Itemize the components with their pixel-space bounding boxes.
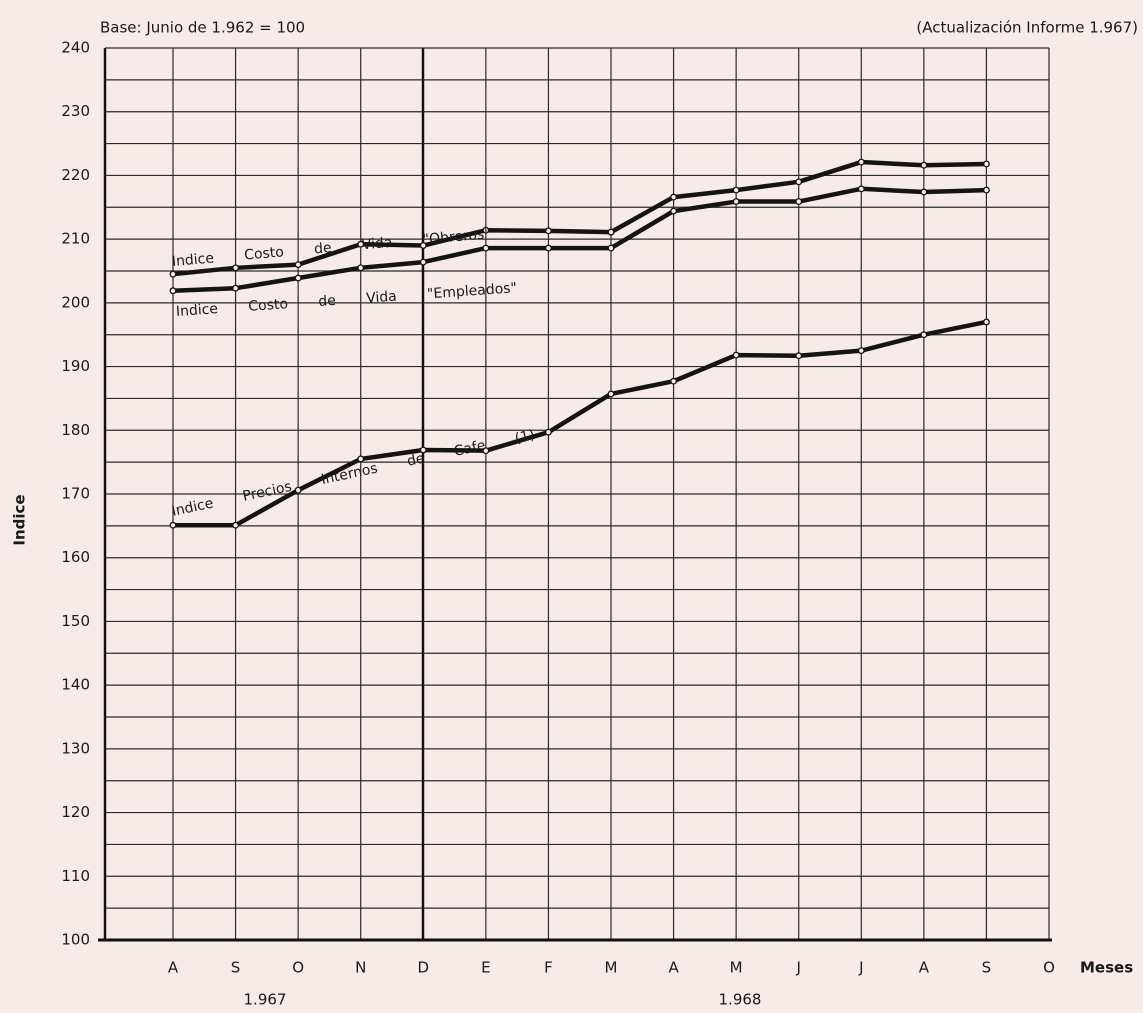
- series-line: [172, 159, 987, 277]
- data-point: [482, 447, 490, 455]
- x-tick-label: O: [292, 959, 304, 977]
- x-tick-label: J: [795, 959, 800, 977]
- y-tick-label: 230: [61, 102, 90, 120]
- data-point: [920, 161, 928, 169]
- data-point: [419, 242, 427, 249]
- y-tick-label: 140: [61, 676, 90, 694]
- x-tick-label: S: [231, 959, 241, 977]
- series-annotation: Indice Costo de Vida "Obreros": [171, 226, 491, 270]
- x-tick-label: A: [668, 959, 679, 977]
- data-point: [982, 318, 990, 326]
- data-point: [857, 185, 865, 193]
- x-tick-label: D: [418, 959, 430, 977]
- data-point: [732, 186, 740, 194]
- data-point: [795, 198, 803, 206]
- y-tick-label: 160: [61, 548, 90, 566]
- y-tick-label: 120: [61, 803, 90, 821]
- data-point: [982, 160, 990, 168]
- data-point: [169, 270, 177, 278]
- y-tick-label: 170: [61, 485, 90, 503]
- data-point: [670, 207, 678, 215]
- y-tick-label: 130: [61, 739, 90, 757]
- data-point: [982, 186, 990, 194]
- data-point: [232, 284, 240, 292]
- data-point: [920, 188, 928, 196]
- series-annotation: Indice Costo de Vida "Empleados": [175, 280, 517, 320]
- data-point: [544, 244, 552, 252]
- data-point: [920, 331, 928, 339]
- data-point: [607, 390, 615, 398]
- x-tick-label: O: [1043, 959, 1055, 977]
- data-point: [357, 264, 365, 272]
- data-point: [732, 351, 740, 359]
- x-tick-label: M: [605, 959, 618, 977]
- data-point: [795, 178, 803, 186]
- chart-title: Base: Junio de 1.962 = 100: [100, 19, 305, 37]
- data-point: [232, 521, 240, 529]
- series-line: [172, 186, 987, 293]
- data-point: [357, 455, 365, 463]
- y-tick-label: 220: [61, 166, 90, 184]
- y-tick-label: 180: [61, 421, 90, 439]
- data-point: [607, 228, 615, 236]
- x-tick-label: M: [730, 959, 743, 977]
- data-point: [294, 261, 302, 269]
- y-tick-label: 190: [61, 357, 90, 375]
- x-tick-label: A: [168, 959, 179, 977]
- data-point: [857, 158, 865, 166]
- data-point: [544, 428, 552, 436]
- x-tick-label: F: [544, 959, 553, 977]
- data-point: [607, 244, 615, 252]
- year-label: 1.968: [719, 991, 762, 1009]
- x-tick-label: E: [481, 959, 490, 977]
- data-point: [419, 258, 427, 266]
- x-tick-label: N: [355, 959, 366, 977]
- data-point: [419, 446, 427, 454]
- data-point: [294, 274, 302, 282]
- y-tick-label: 240: [61, 39, 90, 57]
- data-point: [482, 226, 490, 234]
- year-label: 1.967: [244, 991, 287, 1009]
- y-axis-label: Indice: [11, 494, 29, 545]
- x-tick-label: J: [858, 959, 863, 977]
- series-annotation: Indice Precios Internos de Cafe (1): [170, 427, 536, 520]
- x-axis-label: Meses: [1080, 959, 1133, 977]
- y-tick-label: 100: [61, 931, 90, 949]
- data-point: [232, 264, 240, 272]
- data-point: [670, 377, 678, 385]
- y-tick-label: 210: [61, 230, 90, 248]
- data-point: [732, 198, 740, 206]
- series-line: [173, 319, 987, 528]
- x-tick-label: A: [919, 959, 930, 977]
- y-tick-label: 200: [61, 293, 90, 311]
- data-point: [169, 287, 177, 295]
- x-tick-label: S: [982, 959, 992, 977]
- data-point: [670, 193, 678, 201]
- data-point: [482, 244, 490, 252]
- data-point: [169, 521, 177, 529]
- y-tick-label: 150: [61, 612, 90, 630]
- data-point: [357, 240, 365, 248]
- data-point: [294, 486, 302, 494]
- data-point: [795, 352, 803, 360]
- y-tick-label: 110: [61, 867, 90, 885]
- chart-subtitle: (Actualización Informe 1.967): [916, 19, 1138, 37]
- data-point: [857, 347, 865, 355]
- data-point: [544, 227, 552, 235]
